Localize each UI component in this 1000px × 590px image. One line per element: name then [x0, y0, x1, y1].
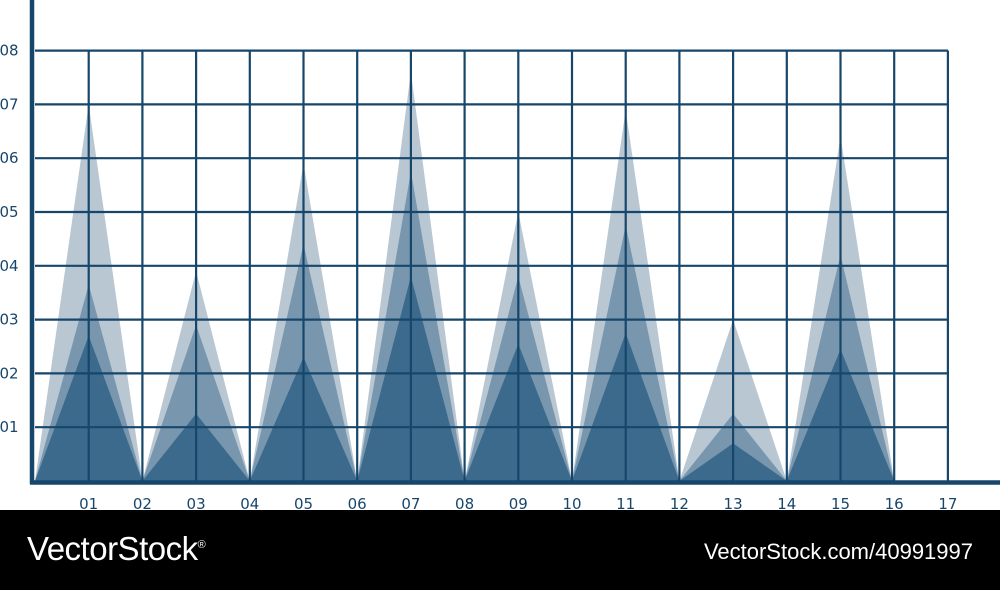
x-tick-label-17: 17 — [938, 495, 957, 510]
brand-text: VectorStock — [27, 530, 198, 567]
chart: 01 02 03 04 05 06 07 08 09 10 11 12 13 14 15 16 17 01020… — [0, 0, 1000, 510]
vectorstock-logo: VectorStock® — [27, 530, 206, 568]
watermark-footer — [0, 510, 1000, 590]
y-tick-label-08: 08 — [0, 42, 19, 60]
y-tick-label-04: 04 — [0, 257, 19, 275]
registered-mark: ® — [197, 539, 206, 551]
x-tick-label-10: 10 — [562, 495, 581, 510]
x-tick-label-14: 14 — [777, 495, 796, 510]
x-tick-label-13: 13 — [724, 495, 743, 510]
x-tick-label-11: 11 — [616, 495, 635, 510]
y-tick-label-01: 01 — [0, 418, 19, 436]
stock-id: VectorStock.com/40991997 — [703, 539, 973, 564]
y-tick-labels: 01 02 03 04 05 06 07 08 — [0, 42, 19, 437]
x-tick-label-15: 15 — [831, 495, 850, 510]
x-tick-label-07: 07 — [401, 495, 420, 510]
x-tick-labels: 01 02 03 04 05 06 07 08 09 10 11 12 13 14 15 16 17 — [79, 495, 957, 510]
y-tick-label-02: 02 — [0, 364, 19, 382]
x-tick-label-02: 02 — [133, 495, 152, 510]
axes — [29, 0, 1000, 485]
y-tick-label-05: 05 — [0, 203, 19, 221]
y-tick-label-06: 06 — [0, 149, 19, 167]
x-tick-label-12: 12 — [670, 495, 689, 510]
x-tick-label-03: 03 — [187, 495, 206, 510]
grid-lines — [35, 49, 950, 481]
y-tick-label-07: 07 — [0, 95, 19, 113]
x-tick-label-09: 09 — [509, 495, 528, 510]
x-tick-label-08: 08 — [455, 495, 474, 510]
y-tick-label-03: 03 — [0, 311, 19, 329]
x-tick-label-16: 16 — [885, 495, 904, 510]
x-tick-label-04: 04 — [240, 495, 259, 510]
x-tick-label-05: 05 — [294, 495, 313, 510]
x-tick-label-06: 06 — [348, 495, 367, 510]
x-tick-label-01: 01 — [79, 495, 98, 510]
